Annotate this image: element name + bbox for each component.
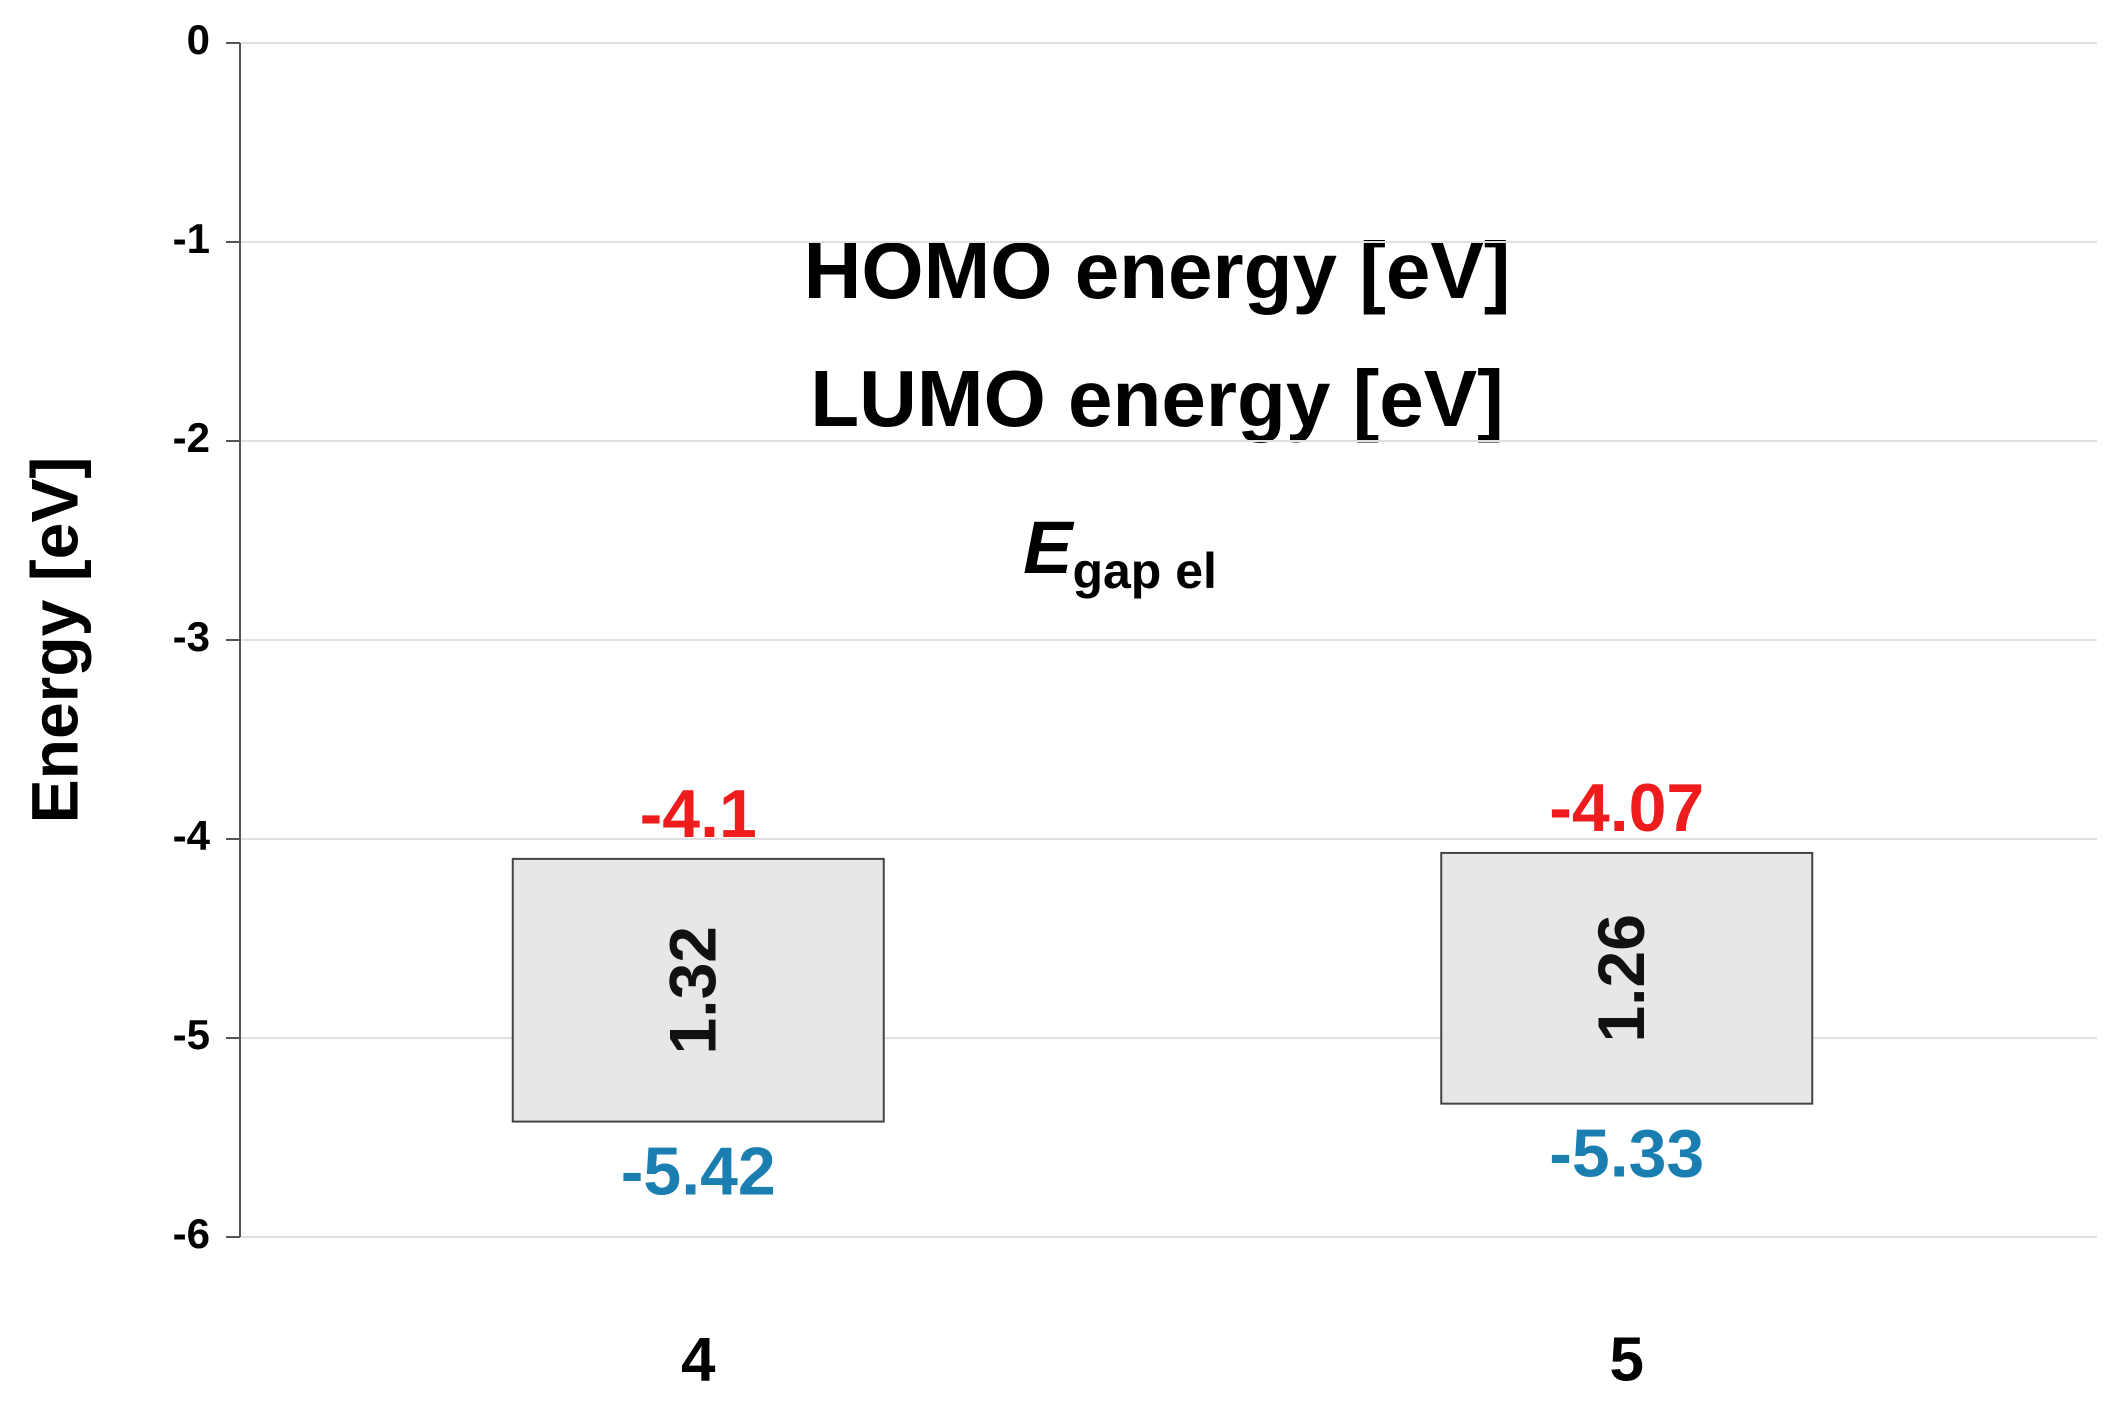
legend-gap: Egap el — [1023, 506, 1217, 600]
lumo-label: -4.1 — [640, 776, 757, 852]
gap-subscript: gap el — [1072, 543, 1216, 599]
gap-label: 1.26 — [1584, 914, 1658, 1042]
y-tick-label: 0 — [187, 16, 210, 63]
y-axis-label: Energy [eV] — [17, 457, 91, 824]
gap-symbol: E — [1023, 506, 1075, 589]
y-tick-label: -4 — [173, 812, 211, 859]
y-tick-label: -3 — [173, 613, 210, 660]
y-tick-label: -5 — [173, 1011, 210, 1058]
gap-label: 1.32 — [656, 926, 730, 1054]
y-tick-label: -1 — [173, 215, 210, 262]
homo-label: -5.33 — [1549, 1116, 1704, 1192]
lumo-label: -4.07 — [1549, 770, 1704, 846]
gap-bar — [511, 857, 885, 1123]
x-tick-label: 4 — [681, 1325, 716, 1394]
homo-label: -5.42 — [621, 1134, 776, 1210]
y-tick-label: -2 — [173, 414, 210, 461]
legend-homo: HOMO energy [eV] — [804, 226, 1511, 315]
legend-lumo: LUMO energy [eV] — [810, 354, 1503, 443]
y-tick-label: -6 — [173, 1210, 210, 1257]
x-tick-label: 5 — [1610, 1325, 1644, 1394]
gap-bar — [1440, 851, 1814, 1105]
